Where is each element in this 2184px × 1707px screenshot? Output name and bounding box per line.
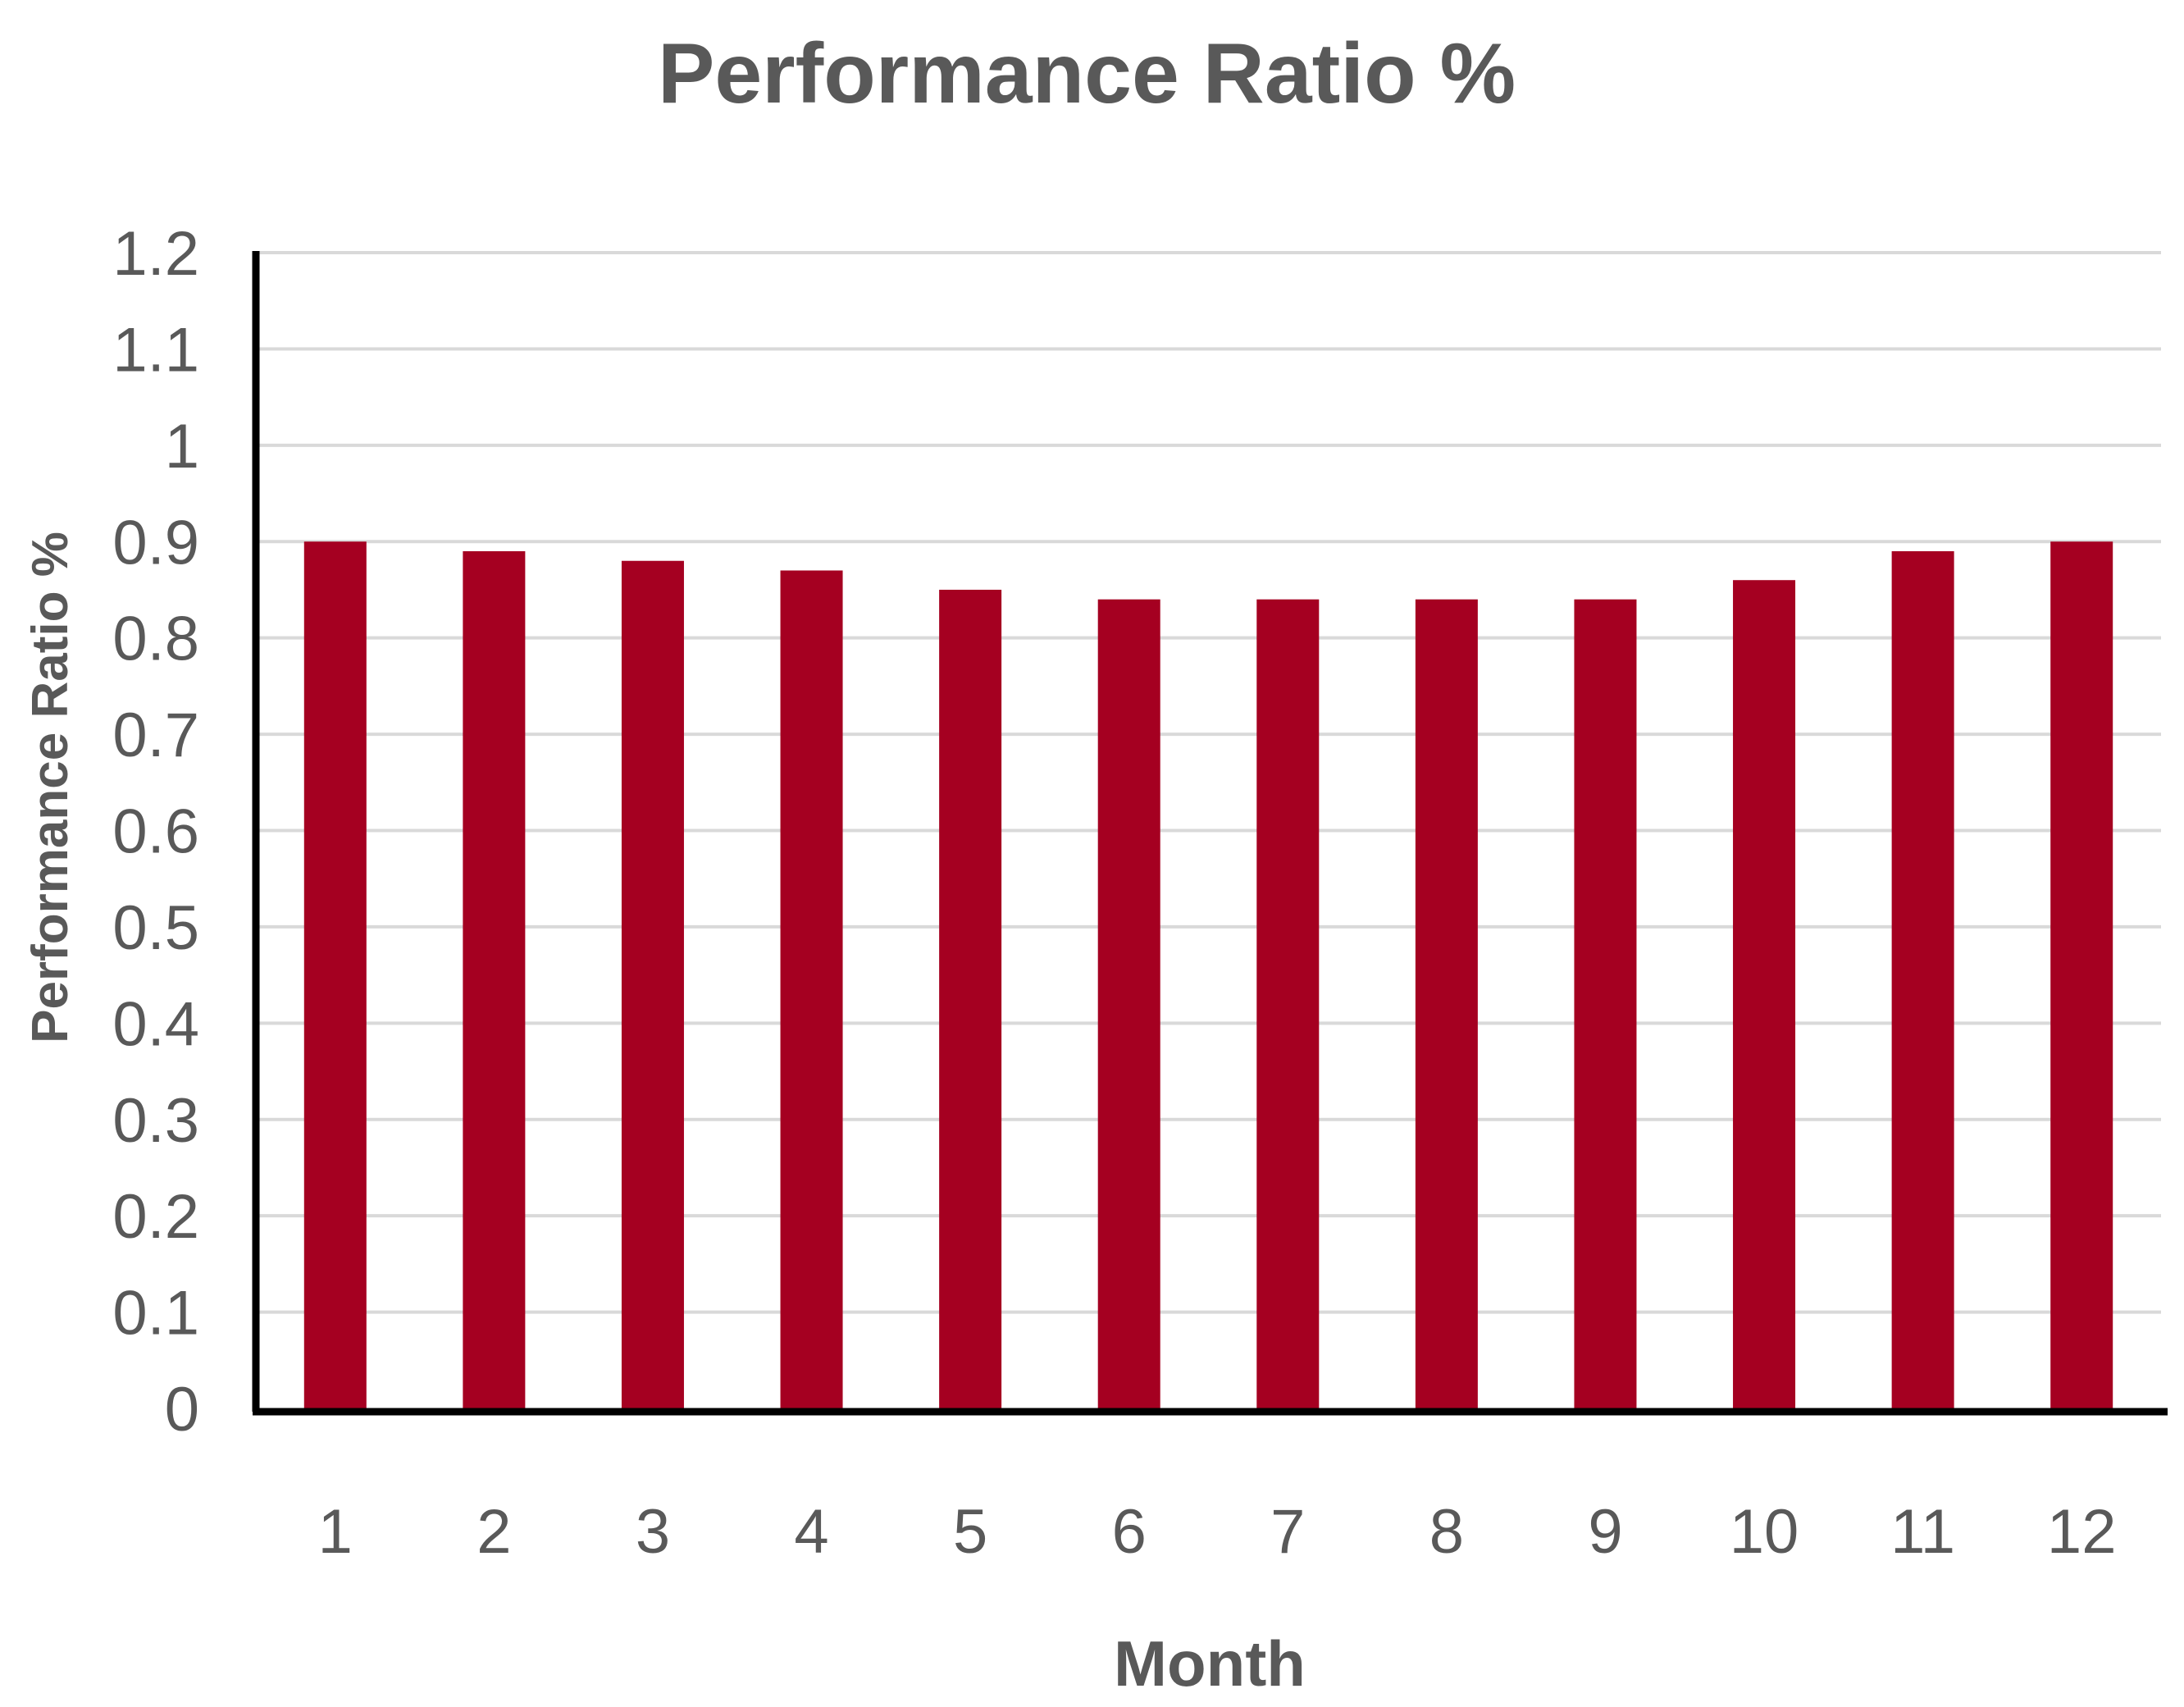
bar — [939, 589, 1002, 1408]
x-tick-label: 4 — [794, 1497, 828, 1567]
bar — [1415, 599, 1478, 1408]
y-tick-label: 1 — [165, 412, 199, 482]
y-tick-label: 0.2 — [112, 1182, 199, 1252]
axes — [252, 251, 2168, 1416]
x-tick-label: 1 — [318, 1497, 353, 1567]
y-tick-label: 0.1 — [112, 1279, 199, 1349]
y-tick-label: 0.6 — [112, 797, 199, 867]
x-tick-label: 9 — [1588, 1497, 1622, 1567]
y-tick-label: 0.5 — [112, 893, 199, 963]
y-tick-label: 0.3 — [112, 1086, 199, 1156]
x-tick-label: 6 — [1112, 1497, 1147, 1567]
bar — [1256, 599, 1320, 1408]
bar — [621, 560, 684, 1408]
y-tick-label: 1.2 — [112, 219, 199, 289]
y-tick-label: 0.9 — [112, 508, 199, 577]
x-axis-ticks: 1 2 3 4 5 6 7 8 9 10 11 12 — [318, 1497, 2117, 1567]
bar — [1574, 599, 1637, 1408]
y-tick-label: 0.8 — [112, 605, 199, 674]
x-tick-label: 3 — [636, 1497, 670, 1567]
bar — [1097, 599, 1160, 1408]
x-tick-label: 8 — [1429, 1497, 1464, 1567]
y-tick-label: 1.1 — [112, 315, 199, 385]
y-axis-ticks: 0 0.1 0.2 0.3 0.4 0.5 0.6 0.7 0.8 0.9 1 1.1 1.2 — [112, 219, 199, 1445]
bar — [2050, 541, 2113, 1408]
y-tick-label: 0 — [165, 1375, 199, 1445]
x-tick-label: 12 — [2047, 1497, 2117, 1567]
y-tick-label: 0.4 — [112, 989, 199, 1059]
bar — [1891, 550, 1954, 1408]
bars — [303, 541, 2113, 1408]
bar — [780, 570, 843, 1408]
y-axis-title: Performance Ratio % — [22, 532, 79, 1043]
x-tick-label: 11 — [1890, 1497, 1955, 1567]
bar — [303, 541, 367, 1408]
y-tick-label: 0.7 — [112, 701, 199, 770]
gridlines — [256, 251, 2161, 1314]
x-tick-label: 10 — [1730, 1497, 1799, 1567]
x-tick-label: 2 — [476, 1497, 511, 1567]
bar — [1733, 580, 1796, 1408]
chart-title: Performance Ratio % — [658, 26, 1516, 121]
x-axis-title: Month — [1114, 1627, 1306, 1700]
x-tick-label: 7 — [1270, 1497, 1305, 1567]
bar — [463, 550, 526, 1408]
x-tick-label: 5 — [953, 1497, 987, 1567]
